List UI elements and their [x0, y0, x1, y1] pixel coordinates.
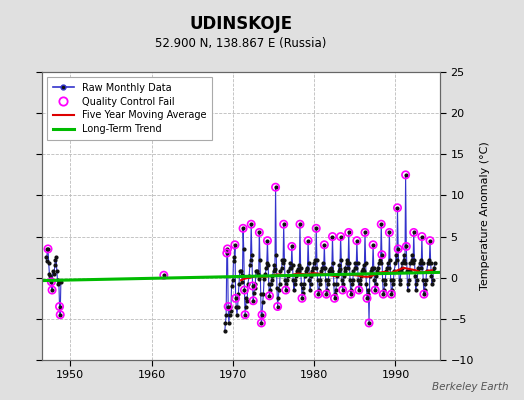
- Point: [296, 221, 304, 228]
- Point: [339, 287, 347, 293]
- Point: [271, 184, 280, 190]
- Point: [224, 303, 232, 310]
- Text: UDINSKOJE: UDINSKOJE: [190, 15, 292, 33]
- Point: [387, 291, 396, 297]
- Point: [365, 320, 373, 326]
- Point: [239, 225, 247, 232]
- Point: [426, 238, 434, 244]
- Point: [371, 287, 379, 293]
- Text: Berkeley Earth: Berkeley Earth: [432, 382, 508, 392]
- Point: [47, 279, 56, 285]
- Point: [394, 246, 402, 252]
- Point: [312, 225, 320, 232]
- Point: [336, 233, 345, 240]
- Point: [320, 242, 329, 248]
- Point: [361, 229, 369, 236]
- Point: [394, 204, 402, 211]
- Point: [279, 221, 288, 228]
- Point: [248, 283, 257, 289]
- Legend: Raw Monthly Data, Quality Control Fail, Five Year Moving Average, Long-Term Tren: Raw Monthly Data, Quality Control Fail, …: [47, 77, 212, 140]
- Point: [247, 221, 255, 228]
- Point: [345, 229, 353, 236]
- Point: [330, 295, 339, 302]
- Point: [44, 246, 52, 252]
- Point: [378, 252, 386, 258]
- Point: [56, 312, 64, 318]
- Point: [223, 246, 232, 252]
- Point: [418, 233, 426, 240]
- Point: [255, 229, 264, 236]
- Text: 52.900 N, 138.867 E (Russia): 52.900 N, 138.867 E (Russia): [155, 38, 327, 50]
- Point: [363, 295, 371, 302]
- Point: [232, 295, 240, 302]
- Point: [402, 243, 410, 250]
- Point: [328, 233, 336, 240]
- Point: [379, 291, 387, 297]
- Point: [314, 291, 322, 297]
- Point: [265, 293, 274, 299]
- Point: [346, 291, 355, 297]
- Point: [223, 250, 231, 256]
- Point: [231, 242, 239, 248]
- Point: [298, 295, 306, 302]
- Point: [281, 287, 290, 293]
- Point: [420, 291, 428, 297]
- Point: [160, 272, 168, 278]
- Point: [249, 298, 257, 304]
- Point: [240, 287, 248, 293]
- Point: [304, 238, 312, 244]
- Point: [401, 172, 410, 178]
- Point: [56, 303, 64, 310]
- Point: [410, 229, 418, 236]
- Point: [48, 287, 56, 293]
- Point: [274, 303, 282, 310]
- Point: [263, 238, 271, 244]
- Point: [369, 242, 377, 248]
- Point: [241, 312, 249, 318]
- Point: [385, 229, 394, 236]
- Point: [353, 238, 361, 244]
- Y-axis label: Temperature Anomaly (°C): Temperature Anomaly (°C): [479, 142, 489, 290]
- Point: [258, 312, 266, 318]
- Point: [288, 243, 296, 250]
- Point: [377, 221, 386, 228]
- Point: [257, 320, 266, 326]
- Point: [355, 287, 363, 293]
- Point: [322, 291, 331, 297]
